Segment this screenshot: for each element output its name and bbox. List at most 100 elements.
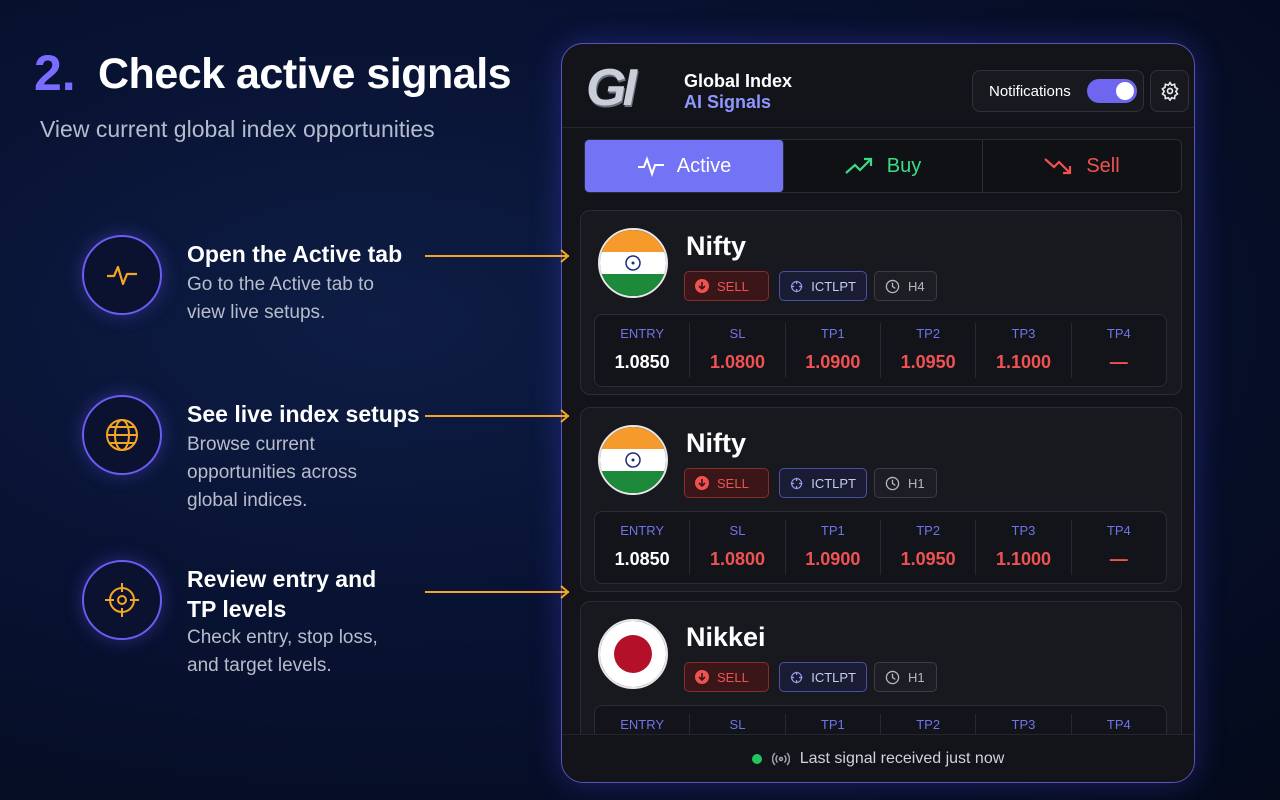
notifications: Notifications <box>972 70 1144 112</box>
timeframe-badge: H4 <box>874 271 937 301</box>
level-value: 1.0950 <box>900 352 956 372</box>
step-title: Review entry and TP levels <box>187 566 377 622</box>
signal-name: Nifty <box>686 231 746 261</box>
level: TP1 <box>786 714 881 734</box>
level-value: 1.0950 <box>900 549 956 569</box>
level: SL 1.0800 <box>690 323 786 378</box>
level-label: SL <box>729 717 746 732</box>
level: ENTRY 1.0850 <box>595 323 691 378</box>
level: TP3 1.1000 <box>976 520 1072 575</box>
level-label: TP3 <box>1011 717 1036 732</box>
brand: Global Index <box>684 71 793 91</box>
tab[interactable]: Buy <box>784 140 983 192</box>
signal-name: Nifty <box>686 428 746 458</box>
level: SL 1.0800 <box>690 520 786 575</box>
action-label: SELL <box>717 669 749 685</box>
strategy-badge: ICTLPT <box>779 468 867 498</box>
action-badge: SELL <box>684 271 769 301</box>
level: TP1 1.0900 <box>786 520 881 575</box>
step-description: Browse current opportunities across glob… <box>187 434 358 511</box>
step-icon <box>82 395 162 475</box>
notifications-label: Notifications <box>989 83 1071 100</box>
signal-card: Nifty SELL ICTLPT H1 ENTRY 1.0850 SL 1.0800 TP1 1… <box>580 407 1182 592</box>
level: TP4 — <box>1072 520 1166 575</box>
levels: ENTRY 1.0850 SL 1.0800 TP1 1.0900 TP2 1.0950 TP3… <box>594 314 1167 387</box>
tabs: Active Buy Sell <box>584 139 1182 193</box>
level: TP4 — <box>1072 323 1166 378</box>
signal-list: Nifty SELL ICTLPT H4 ENTRY 1.0850 SL 1.0800 TP1 1… <box>562 204 1194 734</box>
action-badge: SELL <box>684 662 769 692</box>
level-value: 1.0900 <box>805 549 861 569</box>
level-label: TP1 <box>820 523 845 538</box>
level-label: TP2 <box>916 523 941 538</box>
arrow <box>425 585 575 599</box>
level-value: 1.1000 <box>995 352 1051 372</box>
action-label: SELL <box>717 278 749 294</box>
level: TP2 1.0950 <box>881 323 977 378</box>
level-label: TP4 <box>1106 717 1131 732</box>
level: SL <box>690 714 786 734</box>
level: TP4 <box>1072 714 1166 734</box>
level-label: ENTRY <box>620 523 665 538</box>
step-title: See live index setups <box>187 401 420 427</box>
status-dot <box>751 754 762 764</box>
arrow <box>425 409 575 423</box>
signal-name: Nikkei <box>686 622 766 652</box>
level-label: TP2 <box>916 326 941 341</box>
level-value: 1.1000 <box>995 549 1051 569</box>
arrow <box>425 249 575 263</box>
title: Check active signals <box>98 50 512 98</box>
notifications-toggle[interactable] <box>1087 79 1137 103</box>
level-value: — <box>1109 352 1128 372</box>
level-value: 1.0900 <box>805 352 861 372</box>
level: ENTRY <box>595 714 691 734</box>
level-label: TP3 <box>1011 326 1036 341</box>
tab-label: Active <box>676 154 732 177</box>
level: TP1 1.0900 <box>786 323 881 378</box>
flag <box>598 619 668 689</box>
step-icon <box>82 235 162 315</box>
level-label: TP1 <box>820 326 845 341</box>
strategy-label: ICTLPT <box>811 278 856 294</box>
settings-button[interactable] <box>1150 70 1189 112</box>
level-label: TP1 <box>820 717 845 732</box>
flag <box>598 425 668 495</box>
level-label: ENTRY <box>620 326 665 341</box>
levels: ENTRY 1.0850 SL 1.0800 TP1 1.0900 TP2 1.0950 TP3… <box>594 511 1167 584</box>
status-text: Last signal received just now <box>799 750 1005 767</box>
status-bar: Last signal received just now <box>562 734 1194 782</box>
strategy-badge: ICTLPT <box>779 662 867 692</box>
step-description: Check entry, stop loss, and target level… <box>187 627 378 676</box>
action-label: SELL <box>717 475 749 491</box>
tab[interactable]: Active <box>585 140 784 192</box>
step-title: Open the Active tab <box>187 241 403 267</box>
timeframe-label: H1 <box>908 669 925 685</box>
level-label: TP4 <box>1106 523 1131 538</box>
level-value: 1.0800 <box>709 549 766 569</box>
level: TP2 <box>881 714 977 734</box>
level-value: 1.0850 <box>614 352 670 372</box>
level-value: 1.0800 <box>709 352 766 372</box>
strategy-label: ICTLPT <box>811 669 856 685</box>
timeframe-badge: H1 <box>874 662 937 692</box>
step-number: 2. <box>34 45 76 101</box>
subtitle: View current global index opportunities <box>40 116 435 142</box>
levels: ENTRY SL TP1 TP2 TP3 TP4 <box>594 705 1167 734</box>
level: TP2 1.0950 <box>881 520 977 575</box>
level-label: TP4 <box>1106 326 1131 341</box>
level-value: 1.0850 <box>614 549 670 569</box>
step-description: Go to the Active tab to view live setups… <box>187 274 374 323</box>
strategy-badge: ICTLPT <box>779 271 867 301</box>
tab[interactable]: Sell <box>983 140 1181 192</box>
level-label: TP2 <box>916 717 941 732</box>
level-label: TP3 <box>1011 523 1036 538</box>
action-badge: SELL <box>684 468 769 498</box>
level: TP3 1.1000 <box>976 323 1072 378</box>
level-label: ENTRY <box>620 717 665 732</box>
brand-sub: AI Signals <box>684 92 772 112</box>
signal-card: Nikkei SELL ICTLPT H1 ENTRY SL TP1 TP2 TP3 TP4 <box>580 601 1182 734</box>
timeframe-badge: H1 <box>874 468 937 498</box>
app-panel: GI Global Index AI Signals Notifications… <box>561 43 1195 783</box>
tab-label: Sell <box>1086 154 1120 177</box>
flag <box>598 228 668 298</box>
